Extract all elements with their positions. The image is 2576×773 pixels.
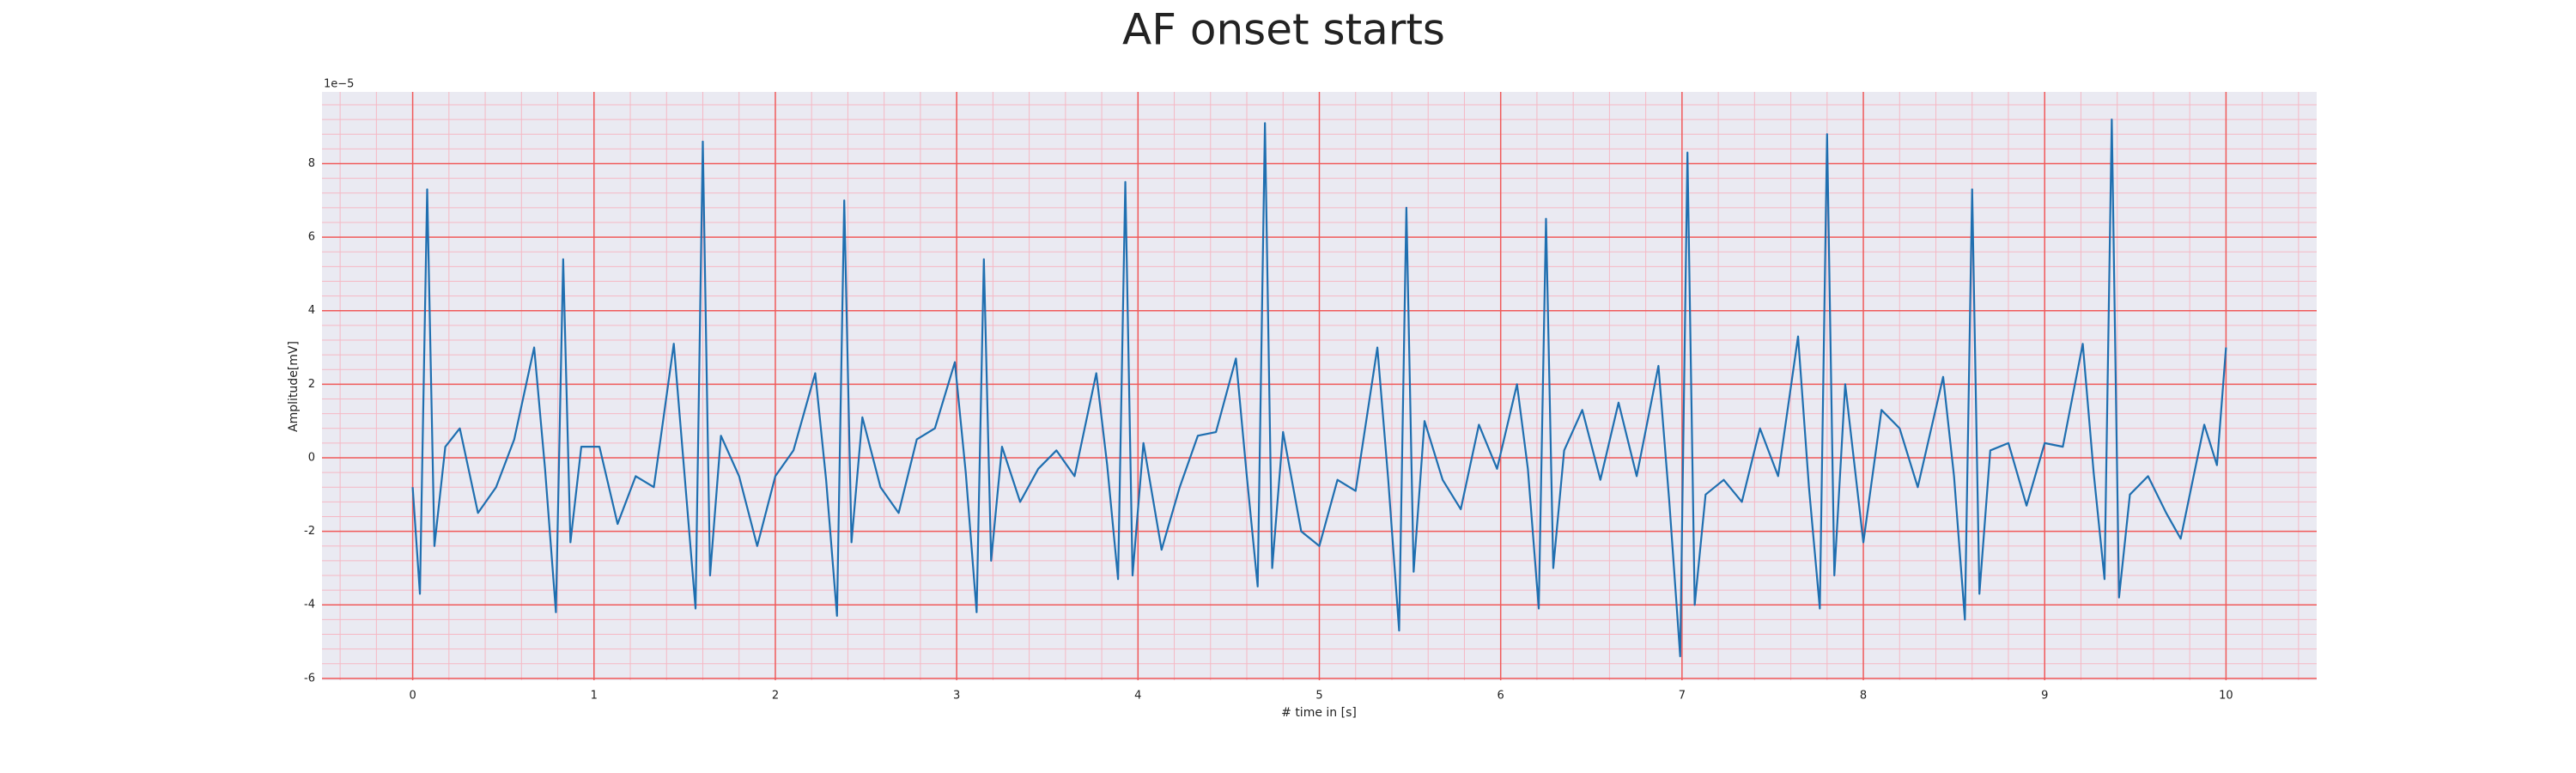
y-tick-label: -4 bbox=[304, 599, 315, 612]
y-offset-label: 1e−5 bbox=[324, 78, 354, 91]
y-tick-label: 6 bbox=[308, 231, 315, 244]
chart-title: AF onset starts bbox=[1122, 5, 1445, 55]
x-tick-label: 5 bbox=[1315, 690, 1322, 703]
y-tick-label: -6 bbox=[304, 672, 315, 685]
y-tick-label: 8 bbox=[308, 157, 315, 170]
x-tick-label: 1 bbox=[591, 690, 598, 703]
x-tick-label: 8 bbox=[1860, 690, 1867, 703]
x-tick-label: 3 bbox=[953, 690, 960, 703]
x-tick-label: 7 bbox=[1679, 690, 1686, 703]
y-tick-label: -2 bbox=[304, 525, 315, 538]
y-tick-label: 4 bbox=[308, 304, 315, 317]
signal-line bbox=[411, 119, 2227, 658]
x-tick-label: 2 bbox=[772, 690, 779, 703]
y-tick-label: 2 bbox=[308, 378, 315, 391]
x-tick-label: 10 bbox=[2219, 690, 2233, 703]
x-axis-label: # time in [s] bbox=[1281, 706, 1357, 720]
y-tick-label: 0 bbox=[308, 451, 315, 464]
x-tick-label: 4 bbox=[1134, 690, 1141, 703]
y-axis-label: Amplitude[mV] bbox=[287, 341, 301, 432]
x-tick-label: 0 bbox=[409, 690, 416, 703]
x-tick-label: 9 bbox=[2041, 690, 2048, 703]
x-tick-label: 6 bbox=[1498, 690, 1504, 703]
